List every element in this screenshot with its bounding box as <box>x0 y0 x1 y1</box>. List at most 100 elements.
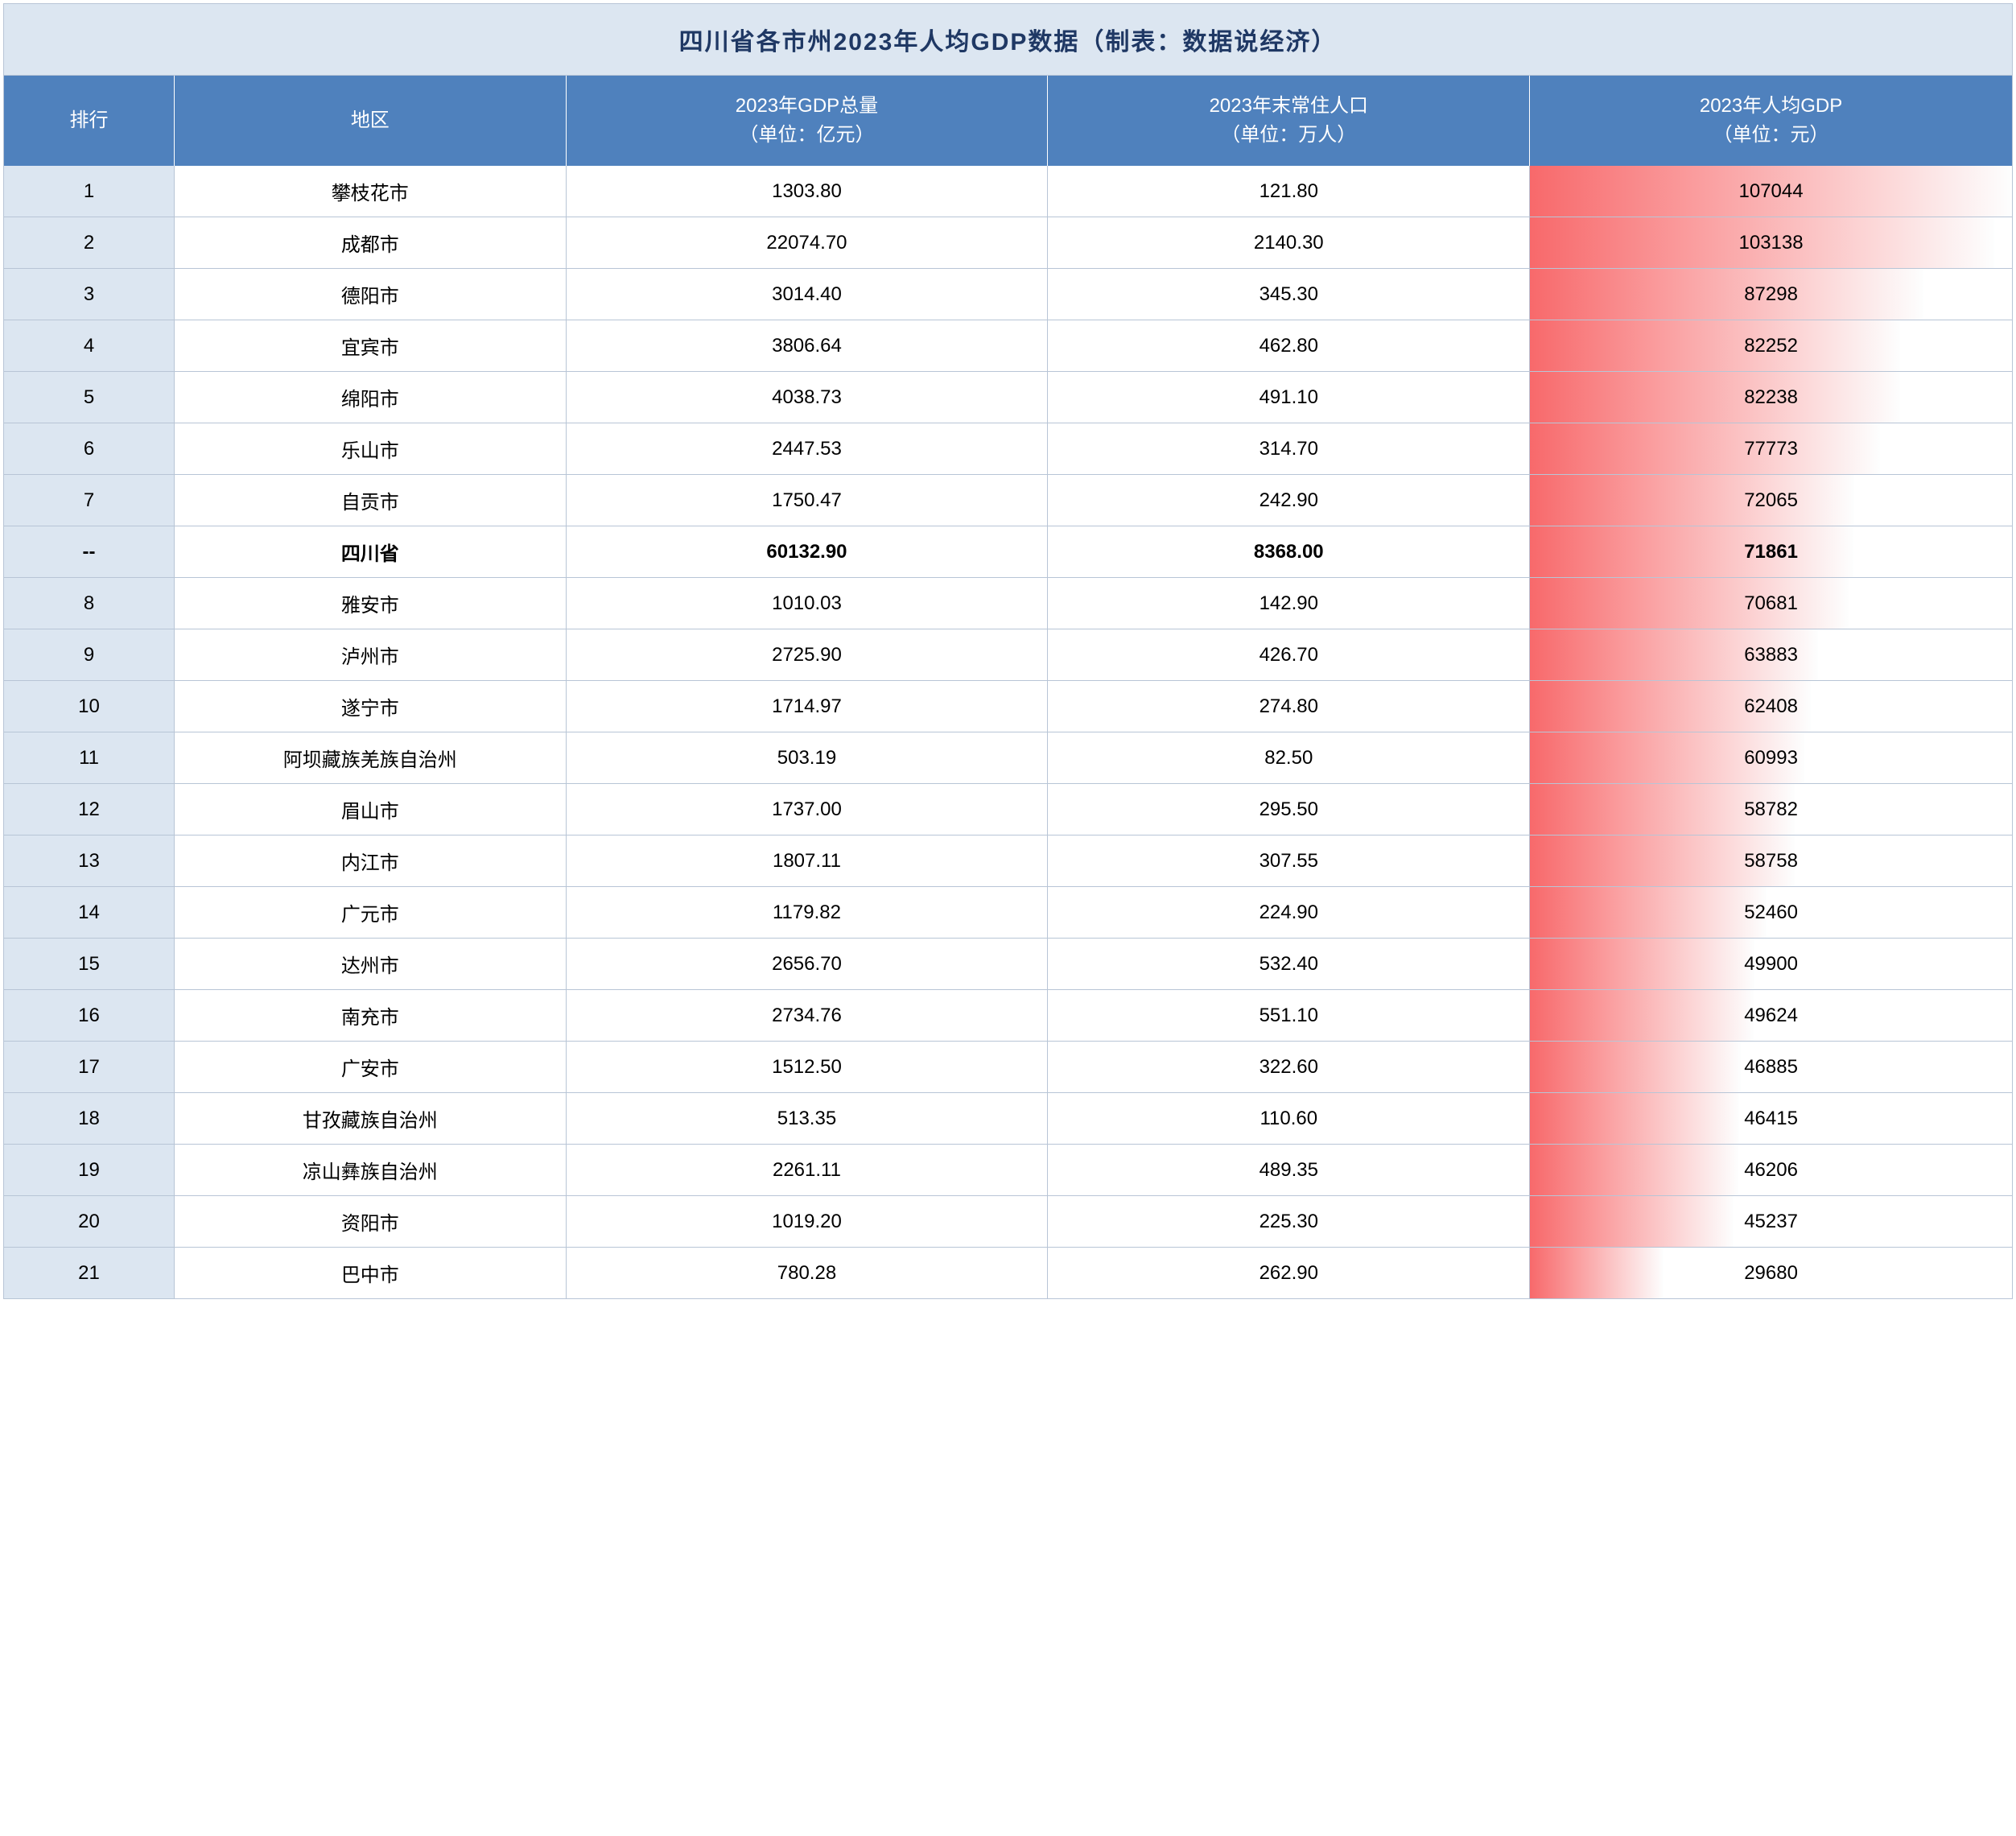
cell-region: 乐山市 <box>175 423 567 474</box>
percap-value: 107044 <box>1530 169 2012 214</box>
cell-percap: 72065 <box>1530 475 2012 526</box>
cell-percap: 46885 <box>1530 1042 2012 1092</box>
header-percap-label1: 2023年人均GDP <box>1700 92 1842 121</box>
cell-rank: 21 <box>4 1248 175 1298</box>
percap-value: 46415 <box>1530 1096 2012 1141</box>
cell-percap: 29680 <box>1530 1248 2012 1298</box>
cell-pop: 8368.00 <box>1048 526 1530 577</box>
percap-value: 87298 <box>1530 272 2012 317</box>
cell-percap: 62408 <box>1530 681 2012 732</box>
percap-value: 45237 <box>1530 1199 2012 1244</box>
percap-value: 72065 <box>1530 478 2012 523</box>
cell-pop: 242.90 <box>1048 475 1530 526</box>
table-row: 19凉山彝族自治州2261.11489.3546206 <box>4 1145 2012 1196</box>
gdp-table: 四川省各市州2023年人均GDP数据（制表：数据说经济） 排行 地区 2023年… <box>3 3 2013 1299</box>
cell-gdp: 2734.76 <box>567 990 1049 1041</box>
cell-region: 广安市 <box>175 1042 567 1092</box>
percap-value: 46206 <box>1530 1148 2012 1193</box>
cell-region: 自贡市 <box>175 475 567 526</box>
cell-rank: 16 <box>4 990 175 1041</box>
cell-rank: 8 <box>4 578 175 629</box>
cell-pop: 532.40 <box>1048 939 1530 989</box>
cell-pop: 121.80 <box>1048 166 1530 217</box>
cell-gdp: 1737.00 <box>567 784 1049 835</box>
percap-value: 60993 <box>1530 736 2012 781</box>
cell-percap: 71861 <box>1530 526 2012 577</box>
table-row: 16南充市2734.76551.1049624 <box>4 990 2012 1042</box>
cell-region: 德阳市 <box>175 269 567 320</box>
percap-value: 63883 <box>1530 633 2012 678</box>
table-row: 1攀枝花市1303.80121.80107044 <box>4 166 2012 217</box>
cell-rank: 7 <box>4 475 175 526</box>
table-row: 20资阳市1019.20225.3045237 <box>4 1196 2012 1248</box>
cell-region: 广元市 <box>175 887 567 938</box>
table-row: 4宜宾市3806.64462.8082252 <box>4 320 2012 372</box>
table-title: 四川省各市州2023年人均GDP数据（制表：数据说经济） <box>4 4 2012 76</box>
cell-pop: 142.90 <box>1048 578 1530 629</box>
cell-gdp: 1714.97 <box>567 681 1049 732</box>
cell-gdp: 1019.20 <box>567 1196 1049 1247</box>
cell-pop: 491.10 <box>1048 372 1530 423</box>
cell-gdp: 1512.50 <box>567 1042 1049 1092</box>
cell-gdp: 1010.03 <box>567 578 1049 629</box>
percap-value: 77773 <box>1530 427 2012 472</box>
header-rank-label: 排行 <box>70 106 109 135</box>
cell-rank: 6 <box>4 423 175 474</box>
header-percap-label2: （单位：元） <box>1713 121 1829 150</box>
cell-region: 成都市 <box>175 217 567 268</box>
cell-rank: 4 <box>4 320 175 371</box>
cell-region: 南充市 <box>175 990 567 1041</box>
header-gdp-label2: （单位：亿元） <box>739 121 874 150</box>
header-pop: 2023年末常住人口 （单位：万人） <box>1048 76 1530 166</box>
percap-value: 62408 <box>1530 684 2012 729</box>
table-row: 5绵阳市4038.73491.1082238 <box>4 372 2012 423</box>
table-row: 6乐山市2447.53314.7077773 <box>4 423 2012 475</box>
cell-percap: 52460 <box>1530 887 2012 938</box>
cell-region: 巴中市 <box>175 1248 567 1298</box>
cell-rank: 11 <box>4 732 175 783</box>
cell-pop: 225.30 <box>1048 1196 1530 1247</box>
percap-value: 70681 <box>1530 581 2012 626</box>
cell-pop: 2140.30 <box>1048 217 1530 268</box>
cell-pop: 345.30 <box>1048 269 1530 320</box>
cell-gdp: 513.35 <box>567 1093 1049 1144</box>
cell-pop: 426.70 <box>1048 629 1530 680</box>
cell-pop: 322.60 <box>1048 1042 1530 1092</box>
cell-percap: 58758 <box>1530 835 2012 886</box>
cell-pop: 262.90 <box>1048 1248 1530 1298</box>
cell-rank: 15 <box>4 939 175 989</box>
cell-region: 攀枝花市 <box>175 166 567 217</box>
cell-gdp: 3806.64 <box>567 320 1049 371</box>
cell-pop: 307.55 <box>1048 835 1530 886</box>
cell-rank: 5 <box>4 372 175 423</box>
cell-rank: 20 <box>4 1196 175 1247</box>
cell-gdp: 2656.70 <box>567 939 1049 989</box>
header-percap: 2023年人均GDP （单位：元） <box>1530 76 2012 166</box>
table-row: 12眉山市1737.00295.5058782 <box>4 784 2012 835</box>
cell-percap: 70681 <box>1530 578 2012 629</box>
cell-region: 阿坝藏族羌族自治州 <box>175 732 567 783</box>
cell-percap: 82238 <box>1530 372 2012 423</box>
cell-pop: 489.35 <box>1048 1145 1530 1195</box>
cell-percap: 49624 <box>1530 990 2012 1041</box>
cell-pop: 295.50 <box>1048 784 1530 835</box>
cell-percap: 77773 <box>1530 423 2012 474</box>
table-row: 14广元市1179.82224.9052460 <box>4 887 2012 939</box>
cell-gdp: 4038.73 <box>567 372 1049 423</box>
header-rank: 排行 <box>4 76 175 166</box>
cell-percap: 63883 <box>1530 629 2012 680</box>
table-row: --四川省60132.908368.0071861 <box>4 526 2012 578</box>
cell-pop: 314.70 <box>1048 423 1530 474</box>
cell-rank: 10 <box>4 681 175 732</box>
cell-percap: 82252 <box>1530 320 2012 371</box>
table-row: 2成都市22074.702140.30103138 <box>4 217 2012 269</box>
cell-rank: 3 <box>4 269 175 320</box>
cell-gdp: 22074.70 <box>567 217 1049 268</box>
header-pop-label2: （单位：万人） <box>1221 121 1356 150</box>
cell-gdp: 1179.82 <box>567 887 1049 938</box>
cell-gdp: 2447.53 <box>567 423 1049 474</box>
cell-pop: 462.80 <box>1048 320 1530 371</box>
cell-region: 资阳市 <box>175 1196 567 1247</box>
cell-gdp: 1807.11 <box>567 835 1049 886</box>
cell-rank: 12 <box>4 784 175 835</box>
